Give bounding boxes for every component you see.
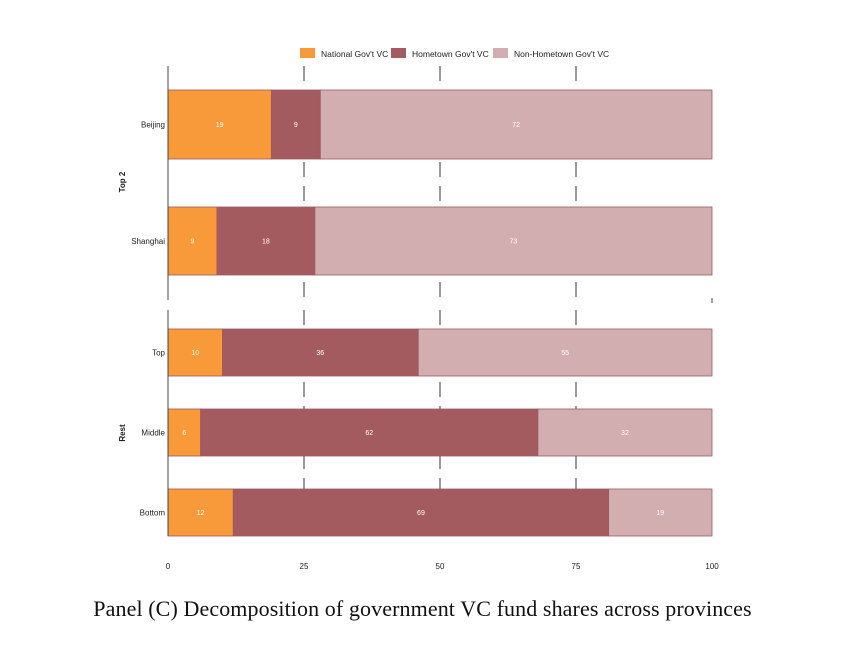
bar-segment [167,89,272,160]
legend-label: Non-Hometown Gov't VC [514,49,609,59]
bar-segment [537,408,713,457]
data-label: 73 [510,239,518,246]
x-tick-label: 25 [300,562,309,571]
data-label: 69 [417,510,425,517]
bar-segment [216,206,316,276]
data-label: 12 [197,510,205,517]
data-label: 72 [512,122,520,129]
bar-segment [167,488,234,537]
bar-segment [232,488,610,537]
category-label: Bottom [140,509,166,518]
data-label: 19 [656,510,664,517]
category-label: Beijing [141,121,165,130]
x-tick-label: 100 [705,562,719,571]
category-label: Middle [141,429,165,438]
facet-label: Rest [118,424,127,442]
data-label: 6 [182,430,186,437]
axes-layer: Beijing Shanghai Top 2 Top Middle Bottom Rest 0… [118,66,719,571]
legend-swatch [300,48,315,58]
x-tick-label: 0 [166,562,171,571]
facet-label: Top 2 [118,171,127,192]
bar-segment [167,408,202,457]
bar-segment [314,206,713,276]
bar-segment [319,89,713,160]
data-label: 36 [316,350,324,357]
data-label: 9 [191,239,195,246]
bar-segment [221,328,419,377]
category-label: Top [152,349,165,358]
bar-layer: 19 9 72 9 18 73 10 36 55 6 62 32 12 69 19 [167,89,713,537]
data-label: 55 [561,350,569,357]
legend-swatch [493,48,508,58]
data-label: 9 [294,122,298,129]
category-label: Shanghai [131,237,165,246]
data-label: 32 [621,430,629,437]
x-tick-label: 75 [572,562,581,571]
legend-label: National Gov't VC [321,49,388,59]
x-tick-label: 50 [436,562,445,571]
chart-legend: National Gov't VC Hometown Gov't VC Non-Ho… [300,48,609,59]
legend-swatch [391,48,406,58]
legend-label: Hometown Gov't VC [412,49,489,59]
figure-caption: Panel (C) Decomposition of government VC… [93,596,752,621]
data-label: 18 [262,239,270,246]
data-label: 10 [191,350,199,357]
data-label: 62 [365,430,373,437]
bar-segment [200,408,539,457]
bar-segment [167,328,223,377]
bar-segment [417,328,713,377]
bar-segment [608,488,713,537]
data-label: 19 [216,122,224,129]
